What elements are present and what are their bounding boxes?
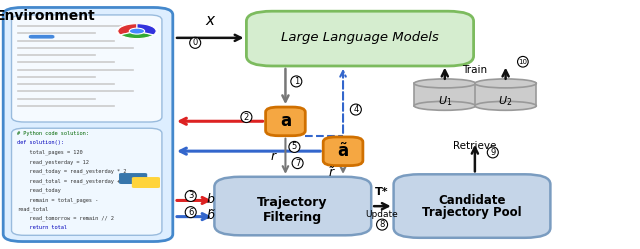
Text: read_yesterday = 12: read_yesterday = 12 (17, 159, 88, 165)
Wedge shape (120, 31, 154, 39)
Text: Large Language Models: Large Language Models (281, 31, 438, 44)
FancyBboxPatch shape (119, 173, 147, 184)
Text: r: r (270, 150, 275, 163)
Text: Trajectory Pool: Trajectory Pool (422, 206, 522, 219)
Text: 6: 6 (188, 208, 193, 217)
Text: a: a (280, 112, 291, 130)
Text: read_today: read_today (17, 187, 60, 193)
Text: T*: T* (375, 187, 389, 197)
Text: Trajectory: Trajectory (257, 196, 328, 209)
Text: Environment: Environment (0, 9, 96, 23)
Text: 8: 8 (380, 220, 385, 229)
Text: r̃: r̃ (329, 166, 334, 179)
Text: 3: 3 (188, 191, 193, 200)
Text: 0: 0 (193, 38, 198, 47)
Text: 9: 9 (490, 148, 495, 157)
Text: read_total = read_yesterday +: read_total = read_yesterday + (17, 178, 120, 184)
Circle shape (129, 28, 145, 34)
FancyBboxPatch shape (246, 11, 474, 66)
Bar (475, 83, 536, 106)
Text: Update: Update (365, 210, 399, 219)
Text: 10: 10 (518, 59, 527, 65)
Bar (414, 83, 476, 106)
Text: Retrieve: Retrieve (453, 141, 497, 151)
Text: Filtering: Filtering (263, 211, 322, 224)
Text: def solution():: def solution(): (17, 140, 63, 145)
Text: 5: 5 (292, 142, 297, 151)
Text: 7: 7 (295, 159, 300, 168)
FancyBboxPatch shape (12, 128, 162, 235)
FancyBboxPatch shape (266, 107, 305, 136)
Text: read_total: read_total (17, 206, 48, 212)
Circle shape (116, 23, 158, 39)
FancyBboxPatch shape (12, 15, 162, 122)
FancyBboxPatch shape (3, 7, 173, 242)
Text: 4: 4 (353, 105, 358, 114)
FancyBboxPatch shape (394, 174, 550, 238)
Text: Candidate: Candidate (438, 194, 506, 207)
Ellipse shape (475, 79, 536, 88)
Text: $U_2$: $U_2$ (499, 94, 513, 108)
FancyBboxPatch shape (323, 137, 363, 166)
Text: $U_1$: $U_1$ (438, 94, 452, 108)
Text: # Python code solution:: # Python code solution: (17, 131, 88, 136)
FancyBboxPatch shape (132, 177, 160, 188)
Text: read_today = read_yesterday * 2: read_today = read_yesterday * 2 (17, 169, 126, 174)
Text: read_tomorrow = remain // 2: read_tomorrow = remain // 2 (17, 216, 113, 221)
Ellipse shape (475, 101, 536, 110)
Wedge shape (137, 24, 156, 35)
Ellipse shape (414, 101, 476, 110)
Text: remain = total_pages -: remain = total_pages - (17, 197, 98, 202)
Text: b̃: b̃ (207, 209, 214, 222)
Text: x: x (205, 13, 214, 28)
Text: 2: 2 (244, 113, 249, 122)
FancyBboxPatch shape (29, 35, 54, 39)
FancyBboxPatch shape (214, 177, 371, 235)
Ellipse shape (414, 79, 476, 88)
Text: Train: Train (462, 65, 488, 75)
Wedge shape (118, 24, 137, 35)
Text: b: b (207, 193, 214, 206)
Text: return total: return total (17, 225, 67, 230)
Text: total_pages = 120: total_pages = 120 (17, 150, 83, 155)
Text: ã: ã (337, 142, 349, 160)
Text: 1: 1 (294, 77, 299, 86)
